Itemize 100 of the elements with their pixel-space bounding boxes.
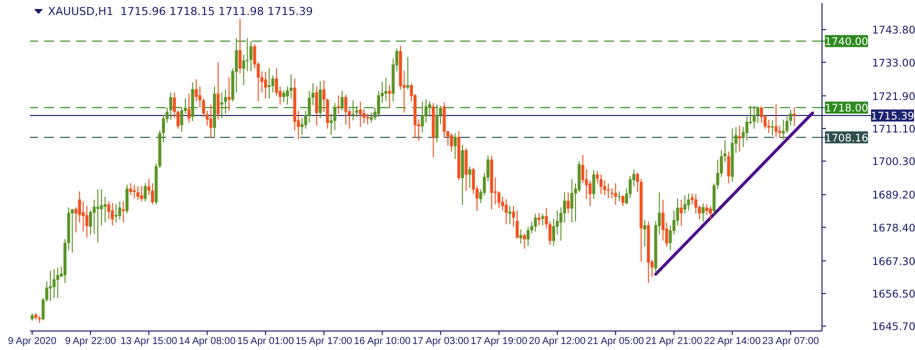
candlestick	[687, 192, 690, 211]
candlestick	[238, 18, 242, 74]
candlestick	[52, 268, 56, 299]
candlestick	[690, 192, 694, 205]
candlestick	[114, 204, 118, 223]
candlestick	[92, 199, 96, 234]
candlestick	[566, 192, 570, 214]
candlestick	[738, 125, 742, 152]
candlestick	[358, 101, 362, 128]
candlestick	[516, 210, 519, 240]
candlestick	[727, 150, 730, 184]
candlestick	[534, 213, 537, 232]
x-tick-label: 21 Apr 21:00	[646, 336, 703, 348]
candlestick	[384, 77, 388, 102]
ref-line-label: 1740.00	[824, 36, 868, 48]
y-tick-label: 1656.50	[872, 288, 915, 301]
candlestick	[388, 84, 392, 108]
candlestick	[85, 205, 88, 238]
candlestick	[508, 205, 512, 225]
candlestick	[315, 86, 318, 126]
candlestick	[420, 101, 424, 134]
candlestick	[220, 92, 224, 119]
candlestick	[96, 188, 100, 243]
candlestick	[144, 182, 147, 202]
ref-line-label: 1718.00	[824, 102, 868, 115]
candlestick	[454, 132, 457, 160]
x-tick-label: 9 Apr 22:00	[64, 336, 117, 348]
candlestick	[522, 232, 526, 250]
candlestick	[140, 186, 144, 202]
candlestick	[450, 132, 454, 152]
candlestick	[282, 90, 286, 103]
candlestick	[592, 169, 596, 200]
y-tick-label: 1721.90	[872, 90, 915, 103]
candlestick	[340, 90, 344, 112]
x-tick-label: 22 Apr 14:00	[704, 336, 762, 348]
y-tick-label: 1667.30	[872, 256, 915, 268]
x-tick-label: 21 Apr 05:00	[587, 336, 644, 348]
candlestick	[552, 218, 556, 247]
candlestick	[344, 94, 348, 126]
candlestick	[246, 38, 249, 72]
candlestick	[271, 74, 274, 93]
candlestick	[618, 190, 621, 202]
candlestick	[680, 199, 683, 227]
x-tick-label: 14 Apr 08:00	[178, 336, 236, 348]
candlestick	[782, 119, 785, 140]
y-tick-label: 1689.20	[872, 190, 915, 202]
candlestick	[570, 178, 574, 223]
candlestick	[70, 208, 74, 254]
candlestick	[249, 40, 252, 72]
candlestick	[610, 188, 614, 199]
candlestick	[705, 204, 708, 216]
ref-line-label: 1708.16	[824, 132, 869, 144]
chart-title: XAUUSD,H1 1715.96 1718.15 1711.98 1715.39	[48, 5, 313, 18]
candlestick	[118, 201, 122, 220]
x-tick-label: 16 Apr 10:00	[354, 336, 412, 348]
candlestick	[370, 112, 373, 124]
candlestick	[136, 186, 140, 200]
candlestick	[56, 267, 60, 299]
candlestick	[621, 194, 624, 207]
candlestick	[504, 198, 508, 225]
candlestick	[767, 119, 770, 134]
x-tick-label: 15 Apr 17:00	[296, 336, 353, 348]
candlestick	[125, 184, 128, 214]
y-tick-label: 1678.40	[872, 222, 915, 234]
candlestick	[614, 182, 618, 206]
candlestick	[132, 184, 136, 199]
x-tick-label: 23 Apr 07:00	[762, 336, 820, 348]
candlestick	[187, 93, 190, 124]
candlestick	[318, 80, 322, 119]
y-tick-label: 1645.70	[872, 321, 915, 334]
candlestick	[435, 104, 438, 143]
candlestick	[756, 106, 760, 124]
candlestick	[406, 56, 410, 90]
candlestick	[216, 62, 220, 120]
candlestick	[224, 88, 227, 114]
candlestick	[169, 92, 172, 120]
candlestick	[538, 212, 541, 226]
candlestick	[708, 206, 712, 220]
candlestick	[48, 270, 52, 302]
candlestick	[752, 105, 756, 130]
candlestick	[774, 104, 778, 138]
y-tick-label: 1743.80	[872, 24, 915, 37]
x-tick-label: 15 Apr 01:00	[237, 336, 294, 348]
candlestick	[366, 113, 370, 125]
candlestick	[702, 202, 705, 222]
x-tick-label: 20 Apr 12:00	[528, 336, 586, 348]
ref-line-label: 1715.39	[870, 110, 914, 122]
x-tick-label: 17 Apr 03:00	[412, 336, 470, 348]
x-tick-label: 17 Apr 19:00	[470, 336, 528, 348]
y-tick-label: 1711.10	[872, 123, 915, 136]
y-tick-label: 1733.00	[872, 57, 915, 70]
candlestick	[209, 104, 212, 138]
candlestick	[643, 220, 646, 248]
x-tick-label: 9 Apr 2020	[8, 336, 57, 348]
candlestick	[333, 102, 336, 130]
candlestick	[151, 182, 154, 205]
candlestick	[352, 100, 355, 121]
candlestick	[122, 200, 125, 223]
candlestick	[600, 174, 603, 195]
candlestick	[468, 166, 472, 188]
